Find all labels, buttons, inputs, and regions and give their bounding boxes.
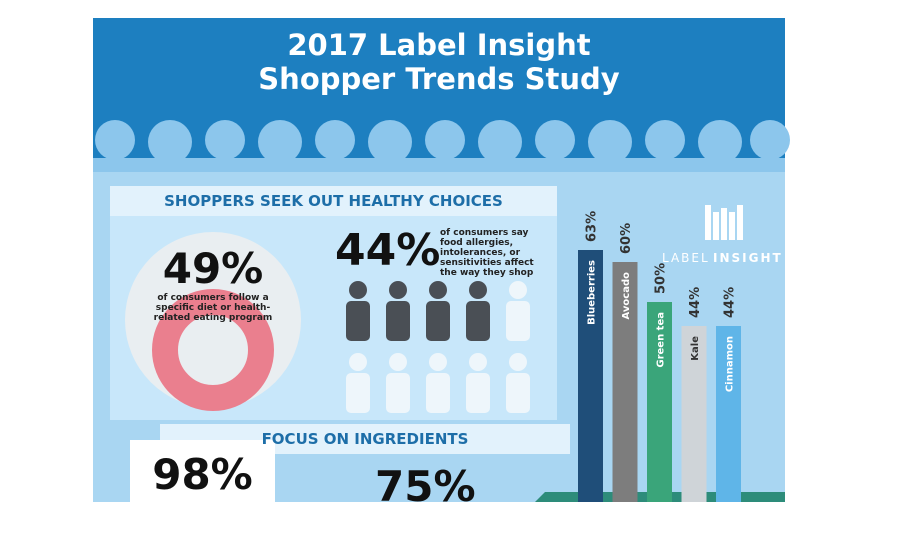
people-icons (346, 281, 530, 413)
ingredients-heading: FOCUS ON INGREDIENTS (261, 430, 469, 448)
bar-category-label: Blueberries (587, 260, 598, 325)
healthy-heading: SHOPPERS SEEK OUT HEALTHY CHOICES (164, 192, 503, 210)
silhouettes (93, 120, 790, 172)
brand-label: LABEL (662, 251, 710, 265)
title-line: Shopper Trends Study (258, 62, 620, 96)
bar-value-label: 63% (585, 211, 600, 242)
title-line: 2017 Label Insight (287, 28, 591, 62)
bar-value-label: 44% (688, 287, 703, 318)
healthy-heading-bar (110, 186, 557, 216)
diet-percent: 49% (162, 244, 264, 293)
brand-insight: INSIGHT (713, 251, 783, 265)
ingredients-left-percent: 98% (152, 450, 253, 499)
ingredients-right-percent: 75% (375, 462, 476, 502)
title: 2017 Label Insight Shopper Trends Study (93, 28, 785, 96)
bar-value-label: 50% (654, 263, 669, 294)
allergy-percent: 44% (335, 225, 441, 276)
bar-category-label: Avocado (621, 272, 632, 320)
bar (681, 326, 707, 502)
bar-category-label: Kale (690, 336, 701, 361)
bar (716, 326, 741, 502)
bar-category-label: Green tea (656, 312, 667, 368)
donut (152, 289, 274, 411)
bar-value-label: 60% (619, 223, 634, 254)
diet-text: of consumers follow a specific diet or h… (153, 293, 273, 323)
bar (612, 262, 638, 502)
brand-logo (705, 205, 743, 240)
bar (578, 250, 603, 502)
allergy-text: of consumers say food allergies, intoler… (440, 228, 534, 278)
bar (647, 302, 672, 502)
food-bars: 63% Blueberries 60% Avocado 50% Green tea 44% K… (578, 211, 741, 502)
ingredients-card (130, 440, 275, 502)
bar-value-label: 44% (723, 287, 738, 318)
bar-category-label: Cinnamon (725, 336, 736, 392)
